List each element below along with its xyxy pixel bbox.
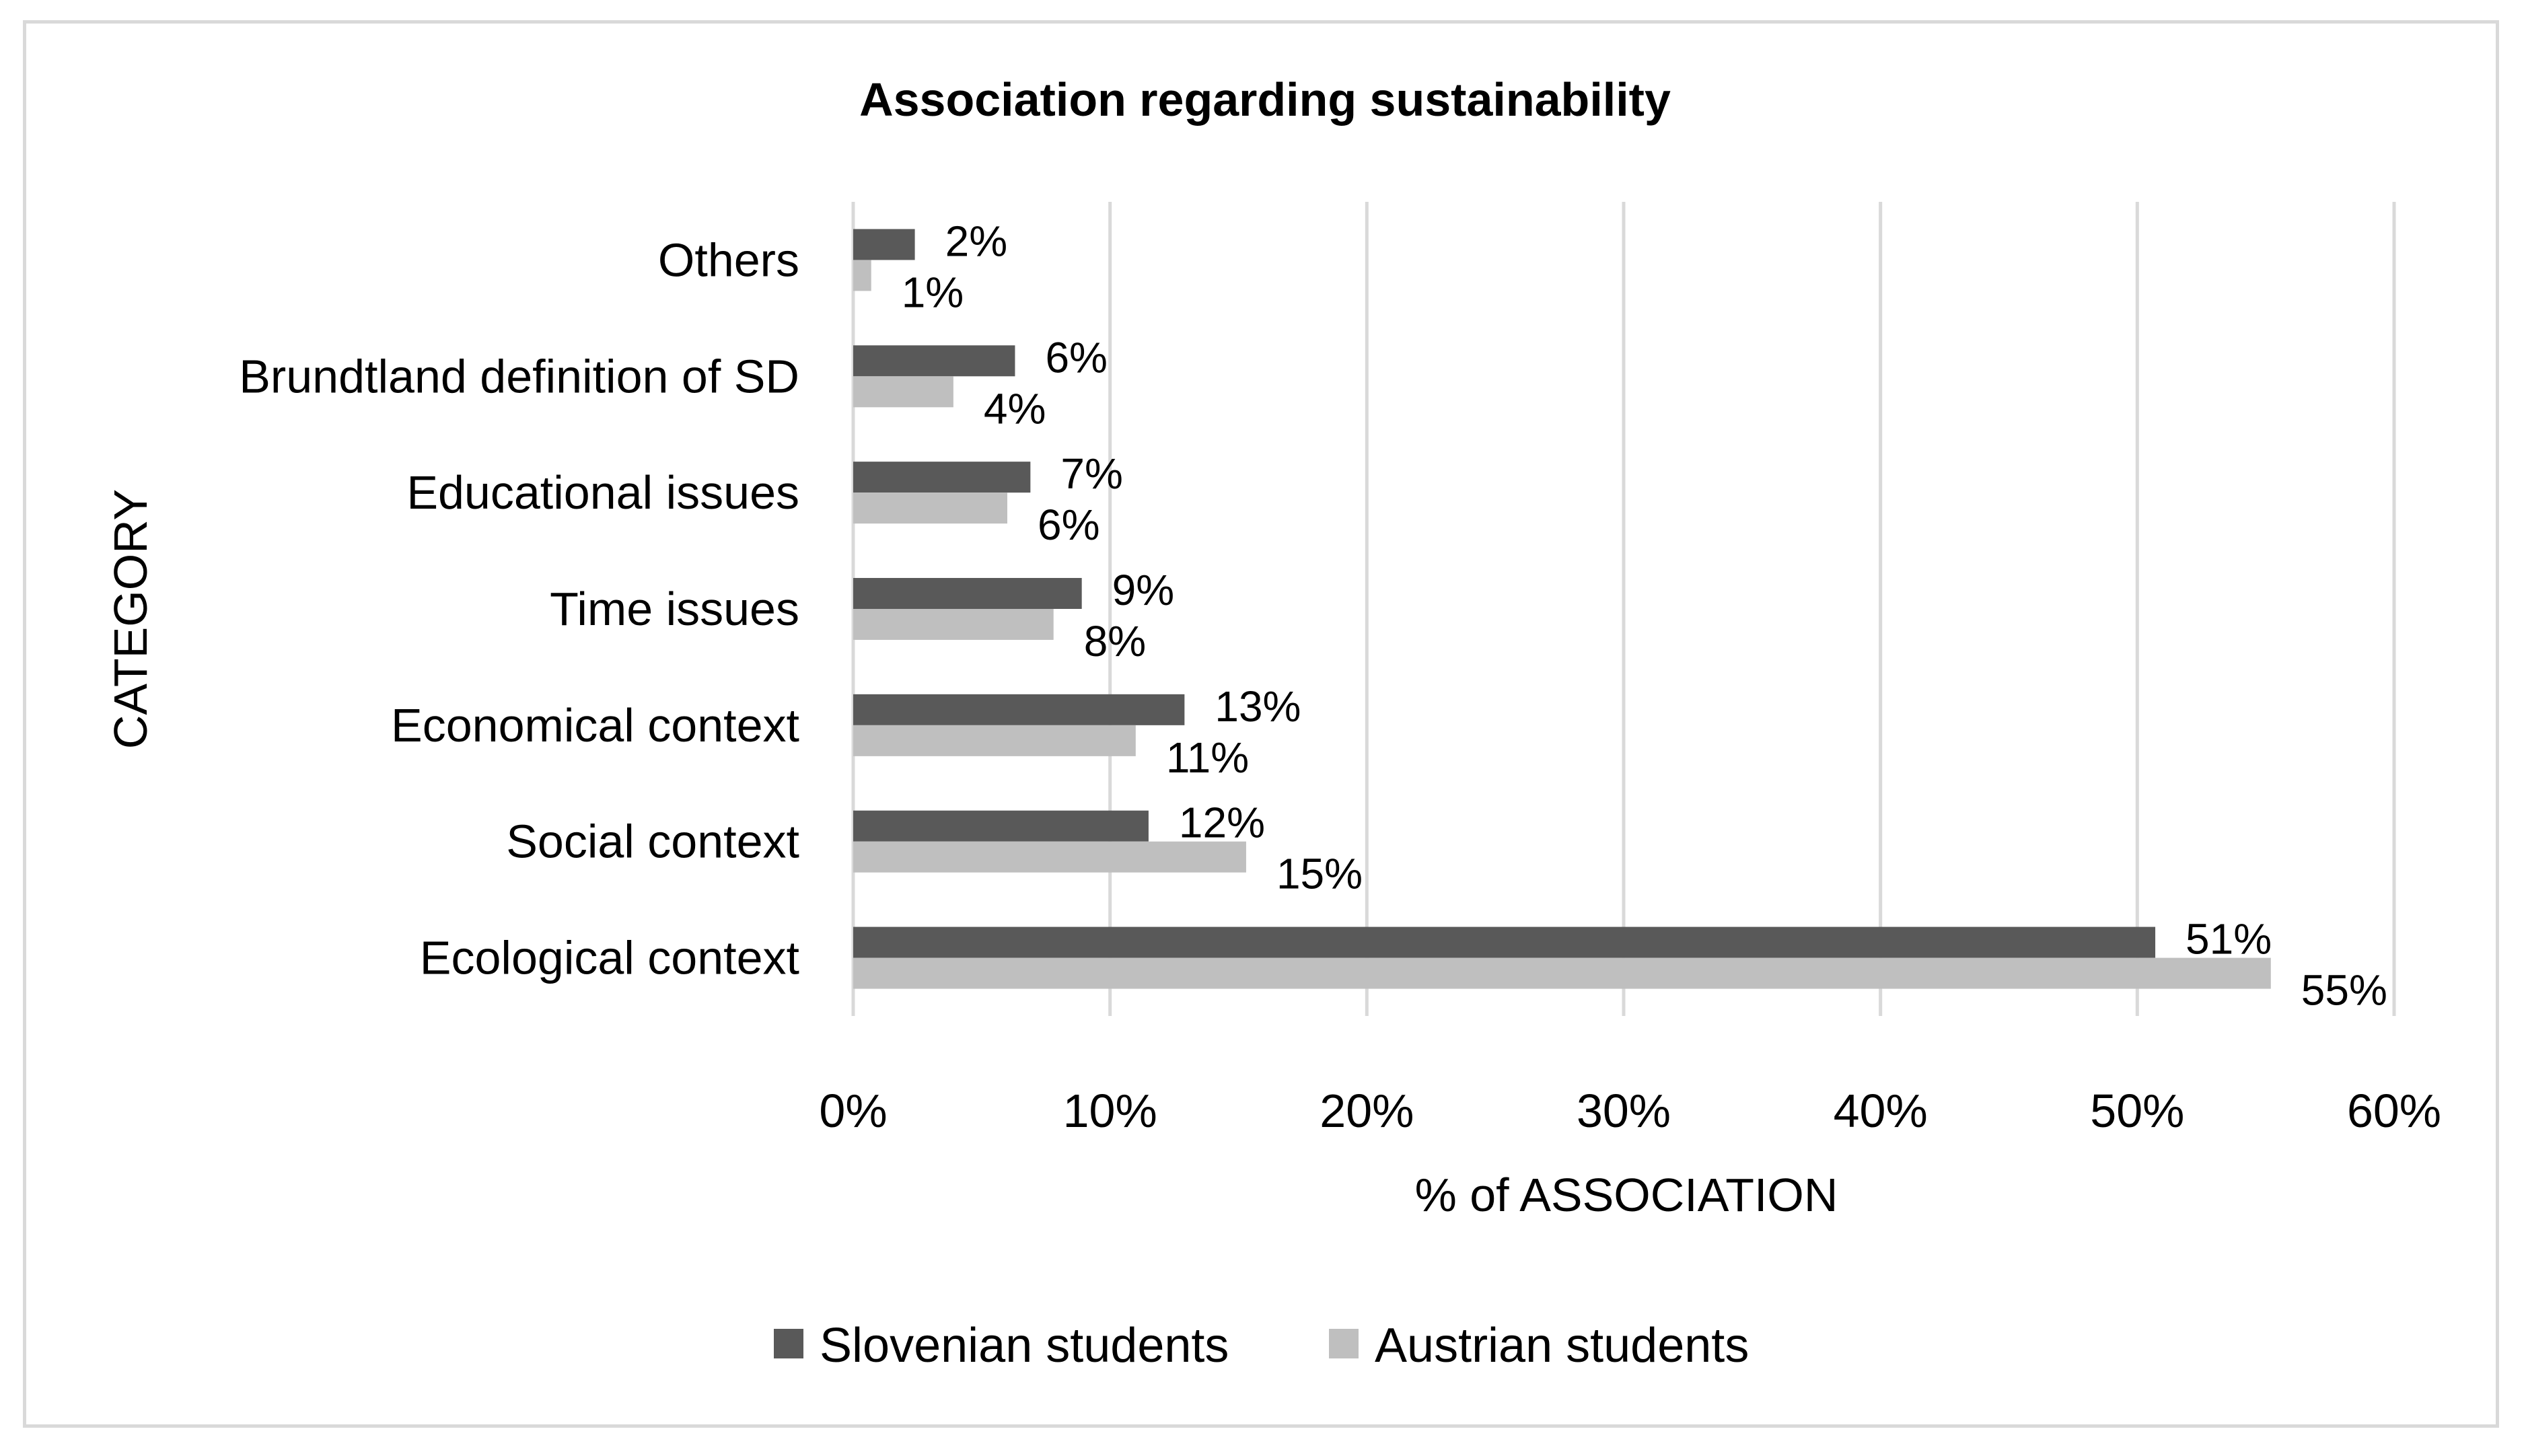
data-label: 6%	[1038, 501, 1100, 549]
data-label: 4%	[984, 384, 1046, 433]
category-label: Ecological context	[420, 932, 799, 984]
x-tick-label: 10%	[1063, 1085, 1157, 1137]
x-tick-label: 40%	[1834, 1085, 1928, 1137]
bar-slovenian	[853, 810, 1149, 842]
bar-slovenian	[853, 229, 915, 260]
data-label: 1%	[902, 268, 964, 316]
bar-austrian	[853, 957, 2271, 989]
category-label: Brundtland definition of SD	[239, 350, 799, 402]
legend-swatch	[1329, 1329, 1359, 1358]
data-label: 12%	[1179, 799, 1265, 847]
x-axis-title: % of ASSOCIATION	[1415, 1169, 1838, 1221]
data-label: 2%	[945, 217, 1008, 265]
x-tick-label: 30%	[1577, 1085, 1671, 1137]
category-label: Others	[658, 233, 799, 286]
bar-austrian	[853, 376, 953, 408]
data-label: 11%	[1166, 733, 1249, 782]
data-label: 13%	[1215, 682, 1301, 731]
legend: Slovenian students Austrian students	[774, 1319, 1749, 1373]
data-label: 9%	[1112, 566, 1175, 614]
y-axis-title: CATEGORY	[104, 489, 157, 749]
bar-austrian	[853, 609, 1054, 640]
data-label: 8%	[1084, 617, 1147, 665]
category-label: Social context	[506, 815, 799, 868]
legend-label: Slovenian students	[820, 1319, 1229, 1373]
bar-austrian	[853, 260, 871, 291]
category-label: Educational issues	[406, 466, 799, 519]
x-tick-label: 60%	[2347, 1085, 2441, 1137]
x-tick-label: 50%	[2090, 1085, 2184, 1137]
bar-slovenian	[853, 578, 1082, 609]
category-label: Time issues	[550, 583, 799, 635]
bar-austrian	[853, 725, 1136, 756]
chart-frame	[23, 20, 2499, 1428]
data-label: 7%	[1060, 449, 1123, 498]
data-label: 15%	[1276, 850, 1363, 898]
x-tick-label: 0%	[819, 1085, 887, 1137]
x-tick-label: 20%	[1320, 1085, 1414, 1137]
bar-slovenian	[853, 694, 1185, 725]
bar-slovenian	[853, 345, 1015, 377]
legend-label: Austrian students	[1375, 1319, 1749, 1373]
data-label: 6%	[1045, 333, 1108, 381]
bar-slovenian	[853, 926, 2156, 958]
category-label: Economical context	[391, 699, 799, 752]
bar-slovenian	[853, 462, 1031, 493]
legend-swatch	[774, 1329, 803, 1358]
chart-title: Association regarding sustainability	[859, 73, 1671, 126]
bar-austrian	[853, 493, 1007, 524]
data-label: 51%	[2186, 915, 2272, 963]
bar-austrian	[853, 841, 1246, 873]
data-label: 55%	[2301, 966, 2387, 1015]
